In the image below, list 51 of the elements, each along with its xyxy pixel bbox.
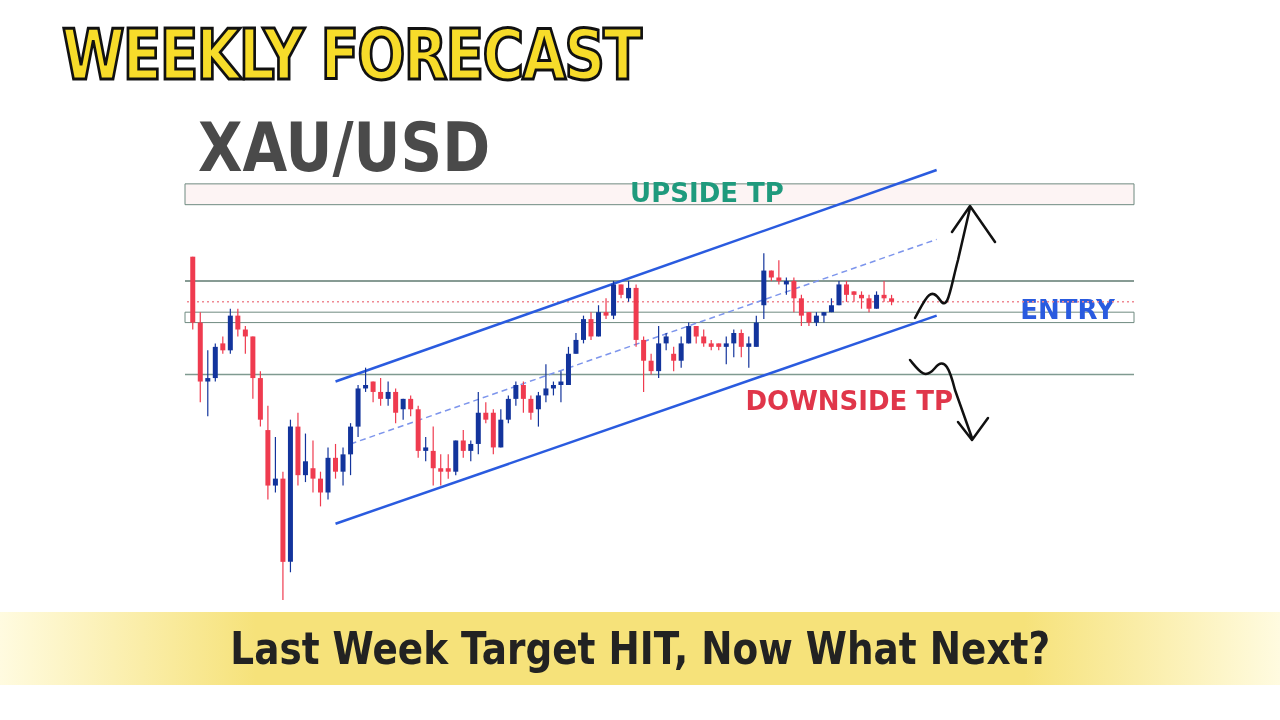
candlestick <box>340 446 346 487</box>
candlestick <box>272 436 278 494</box>
candlestick <box>378 377 384 407</box>
candlestick <box>528 394 534 421</box>
candlestick <box>513 380 519 407</box>
candlestick <box>445 453 451 480</box>
candlestick <box>678 335 684 369</box>
candlestick <box>205 349 211 417</box>
band-label: UPSIDE TP <box>630 178 784 209</box>
chart-title: WEEKLY FORECAST <box>62 14 641 96</box>
ref-line-label: DOWNSIDE TP <box>745 385 954 416</box>
text: Last Week Target HIT, Now What Next? <box>230 623 1050 674</box>
candlestick <box>798 294 804 327</box>
band-label: ENTRY <box>1020 295 1117 326</box>
candlestick <box>648 353 654 376</box>
candlestick <box>483 401 489 424</box>
candlestick <box>430 426 436 487</box>
candlestick <box>438 453 444 487</box>
candlestick <box>580 315 586 344</box>
candlestick <box>641 335 647 393</box>
candlestick <box>393 387 399 424</box>
candlestick <box>318 471 323 507</box>
candlestick <box>843 280 849 303</box>
candlestick <box>423 436 429 462</box>
candlestick <box>821 311 827 324</box>
candlestick <box>791 276 797 313</box>
candlestick <box>731 328 737 358</box>
candlestick <box>520 380 526 414</box>
candlestick <box>851 290 857 303</box>
candlestick <box>468 439 474 462</box>
candlestick <box>408 394 414 417</box>
candlestick <box>310 439 316 494</box>
candlestick <box>573 332 579 355</box>
candlestick <box>333 443 339 480</box>
candlestick <box>603 297 609 320</box>
candlestick <box>723 335 729 365</box>
candlestick <box>588 311 594 341</box>
candlestick <box>746 335 752 369</box>
candlestick <box>671 346 677 372</box>
candlestick <box>535 391 541 428</box>
candlestick <box>836 280 842 306</box>
candlestick <box>505 394 511 424</box>
candlestick <box>738 328 744 358</box>
candlestick <box>460 429 466 459</box>
candlestick <box>385 380 391 407</box>
candlestick <box>543 363 549 403</box>
candlestick <box>626 280 632 303</box>
candlestick <box>663 332 669 351</box>
candlestick <box>235 308 241 338</box>
chart-subtitle: XAU/USD <box>198 108 491 187</box>
candlestick <box>302 432 308 483</box>
